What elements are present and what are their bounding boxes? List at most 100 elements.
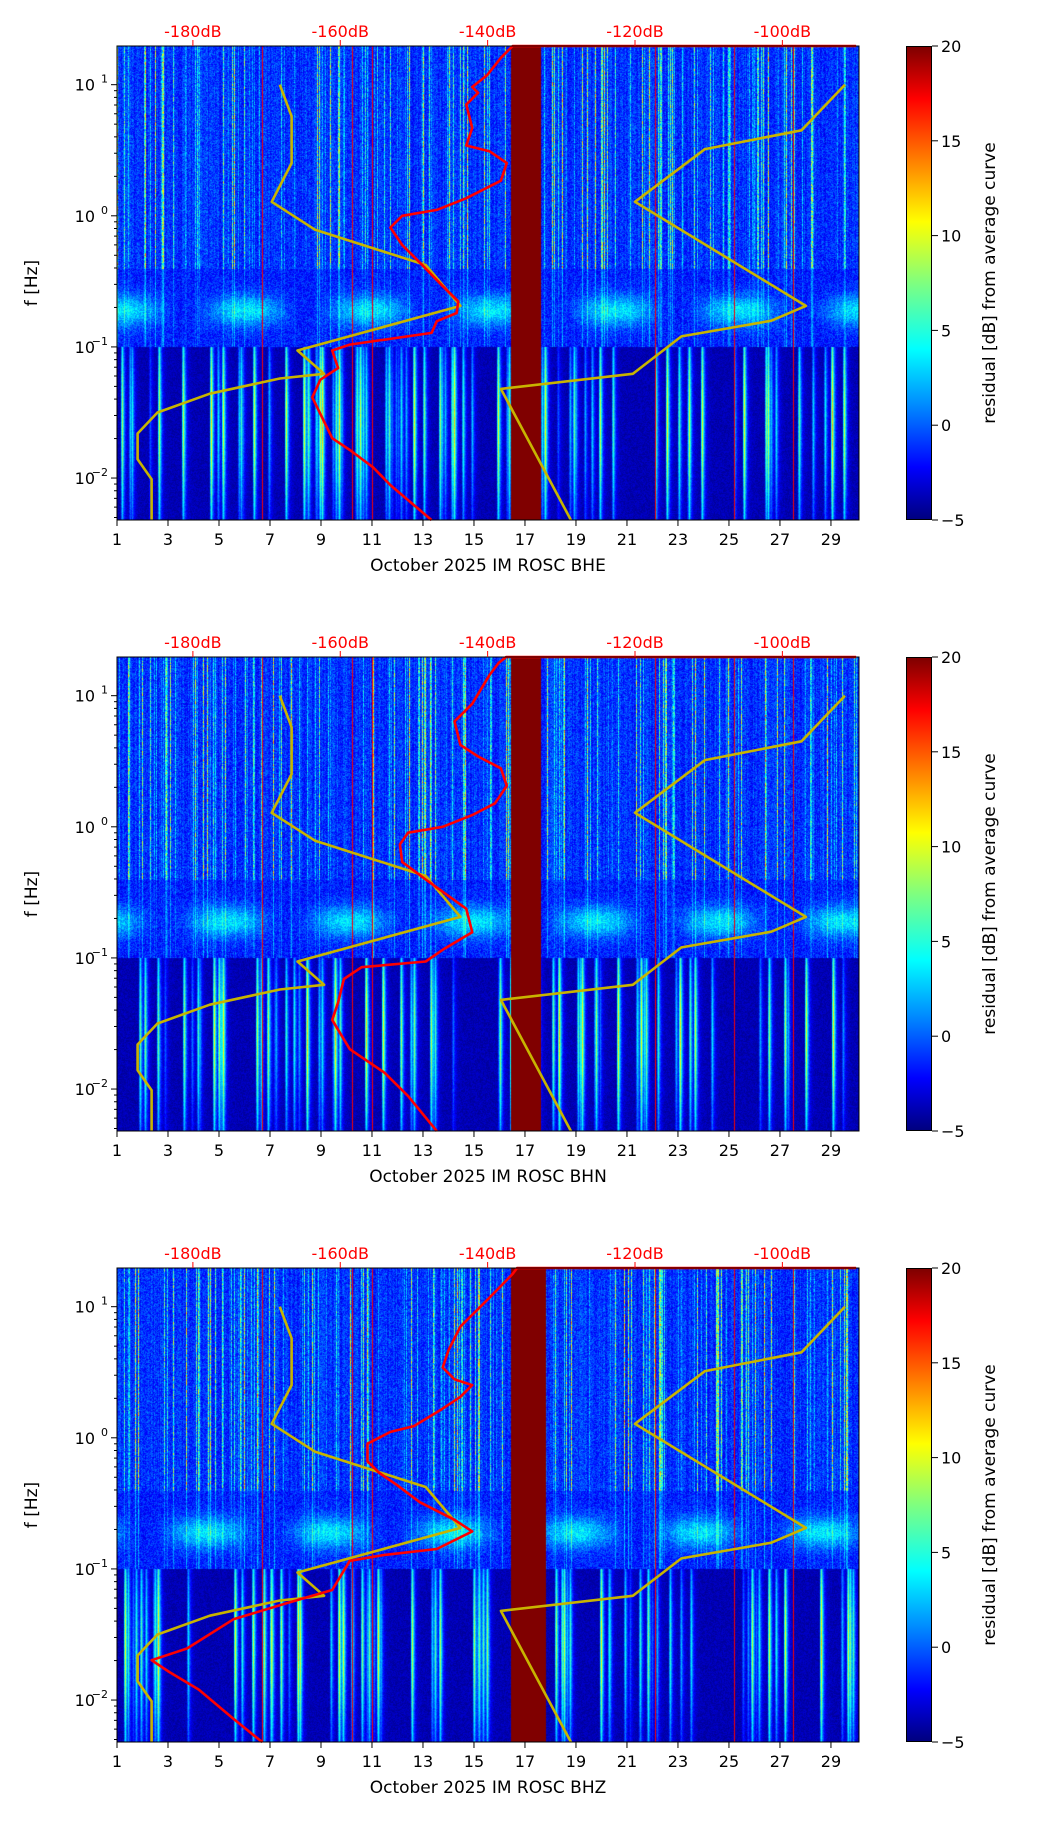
y-tick-exponent: −1 [92,1557,108,1570]
spectrogram-image [117,657,859,1131]
y-tick-exponent: −1 [92,335,108,348]
y-tick-label: 10 [75,76,95,95]
spectrogram-panel-bhn: 1 3 5 7 9 11 13 15 17 19 21 23 25 27 29 -180dB -160dB -14… [0,611,1052,1222]
x-tick-label: 13 [413,1141,433,1160]
colorbar-label: residual [dB] from average curve [980,753,1000,1035]
top-tick-label: -120dB [606,633,663,652]
x-axis-label: October 2025 IM ROSC BHZ [369,1778,607,1798]
plot-frame [116,656,860,1132]
median-psd-line [310,44,857,522]
y-tick-label: 10 [75,1429,95,1448]
x-tick-label: 25 [719,1752,739,1771]
x-tick-label: 21 [617,1141,637,1160]
x-tick-label: 23 [668,530,688,549]
low-noise-model-line [136,1306,462,1742]
top-tick-label: -120dB [606,22,663,41]
colorbar-tick-label: 5 [941,932,951,951]
low-noise-model-line [136,84,462,520]
y-tick-label: 10 [75,1298,95,1317]
colorbar-tick-label: −5 [941,1122,965,1141]
x-tick-label: 7 [265,530,275,549]
plot-overlay: 1 3 5 7 9 11 13 15 17 19 21 23 25 27 29-180dB -160dB -14… [75,1244,965,1771]
top-tick-label: -180dB [164,22,221,41]
top-tick-label: -140dB [459,22,516,41]
colorbar-tick-label: 20 [941,648,961,667]
x-tick-label: 5 [214,530,224,549]
x-tick-label: 29 [821,530,841,549]
y-axis-label: f [Hz] [22,870,42,918]
x-axis-label: October 2025 IM ROSC BHE [370,556,606,576]
x-tick-label: 1 [112,1752,122,1771]
plot-frame [116,1267,860,1743]
x-tick-label: 23 [668,1141,688,1160]
x-tick-label: 27 [770,530,790,549]
top-tick-label: -160dB [312,1244,369,1263]
colorbar-tick-label: 15 [941,1354,961,1373]
x-tick-label: 21 [617,1752,637,1771]
x-tick-label: 9 [316,530,326,549]
top-tick-label: -100dB [754,22,811,41]
high-noise-model-line [499,694,846,1132]
x-tick-label: 17 [515,1752,535,1771]
y-tick-exponent: 0 [101,204,108,217]
y-tick-exponent: −2 [92,1077,108,1090]
y-tick-label: 10 [75,949,95,968]
colorbar-tick-label: 5 [941,1543,951,1562]
colorbar-tick-label: 20 [941,37,961,56]
colorbar-tick-label: −5 [941,511,965,530]
y-tick-exponent: 1 [101,1295,108,1308]
y-tick-exponent: 1 [101,684,108,697]
x-tick-label: 5 [214,1141,224,1160]
spectrogram-panel-bhe: 1 3 5 7 9 11 13 15 17 19 21 23 25 27 29 -180dB -160dB -14… [0,0,1052,611]
x-tick-label: 21 [617,530,637,549]
x-tick-label: 13 [413,530,433,549]
y-tick-label: 10 [75,338,95,357]
top-tick-label: -160dB [312,633,369,652]
x-tick-label: 1 [112,530,122,549]
y-tick-exponent: −1 [92,946,108,959]
y-tick-exponent: 0 [101,1426,108,1439]
x-tick-label: 11 [362,1752,382,1771]
top-tick-label: -160dB [312,22,369,41]
x-tick-label: 17 [515,530,535,549]
y-tick-label: 10 [75,687,95,706]
x-tick-label: 25 [719,1141,739,1160]
high-noise-model-line [499,83,846,521]
x-tick-label: 3 [163,1141,173,1160]
top-tick-label: -100dB [754,1244,811,1263]
x-tick-label: 7 [265,1141,275,1160]
x-tick-label: 19 [566,530,586,549]
plot-frame [116,45,860,521]
colorbar-tick-label: 0 [941,1027,951,1046]
y-axis-label: f [Hz] [22,1481,42,1529]
colorbar [906,657,932,1131]
x-tick-label: 15 [464,530,484,549]
colorbar-tick-label: 10 [941,838,961,857]
colorbar-tick-label: 15 [941,132,961,151]
x-axis-label: October 2025 IM ROSC BHN [369,1167,607,1187]
colorbar-tick-label: 10 [941,227,961,246]
colorbar [906,46,932,520]
plot-overlay: 1 3 5 7 9 11 13 15 17 19 21 23 25 27 29-180dB -160dB -14… [75,22,965,549]
colorbar-tick-label: 10 [941,1449,961,1468]
top-tick-label: -140dB [459,1244,516,1263]
x-tick-label: 17 [515,1141,535,1160]
x-tick-label: 11 [362,1141,382,1160]
x-tick-label: 29 [821,1752,841,1771]
colorbar-tick-label: 0 [941,1638,951,1657]
colorbar-tick-label: 5 [941,321,951,340]
plot-overlay: 1 3 5 7 9 11 13 15 17 19 21 23 25 27 29-180dB -160dB -14… [75,633,965,1160]
x-tick-label: 19 [566,1141,586,1160]
x-tick-label: 29 [821,1141,841,1160]
y-tick-exponent: 1 [101,73,108,86]
x-tick-label: 27 [770,1752,790,1771]
x-tick-label: 3 [163,1752,173,1771]
x-tick-label: 19 [566,1752,586,1771]
y-tick-label: 10 [75,1080,95,1099]
median-psd-line [150,1266,857,1744]
top-tick-label: -100dB [754,633,811,652]
y-tick-label: 10 [75,1691,95,1710]
x-tick-label: 5 [214,1752,224,1771]
y-tick-label: 10 [75,469,95,488]
y-tick-exponent: 0 [101,815,108,828]
